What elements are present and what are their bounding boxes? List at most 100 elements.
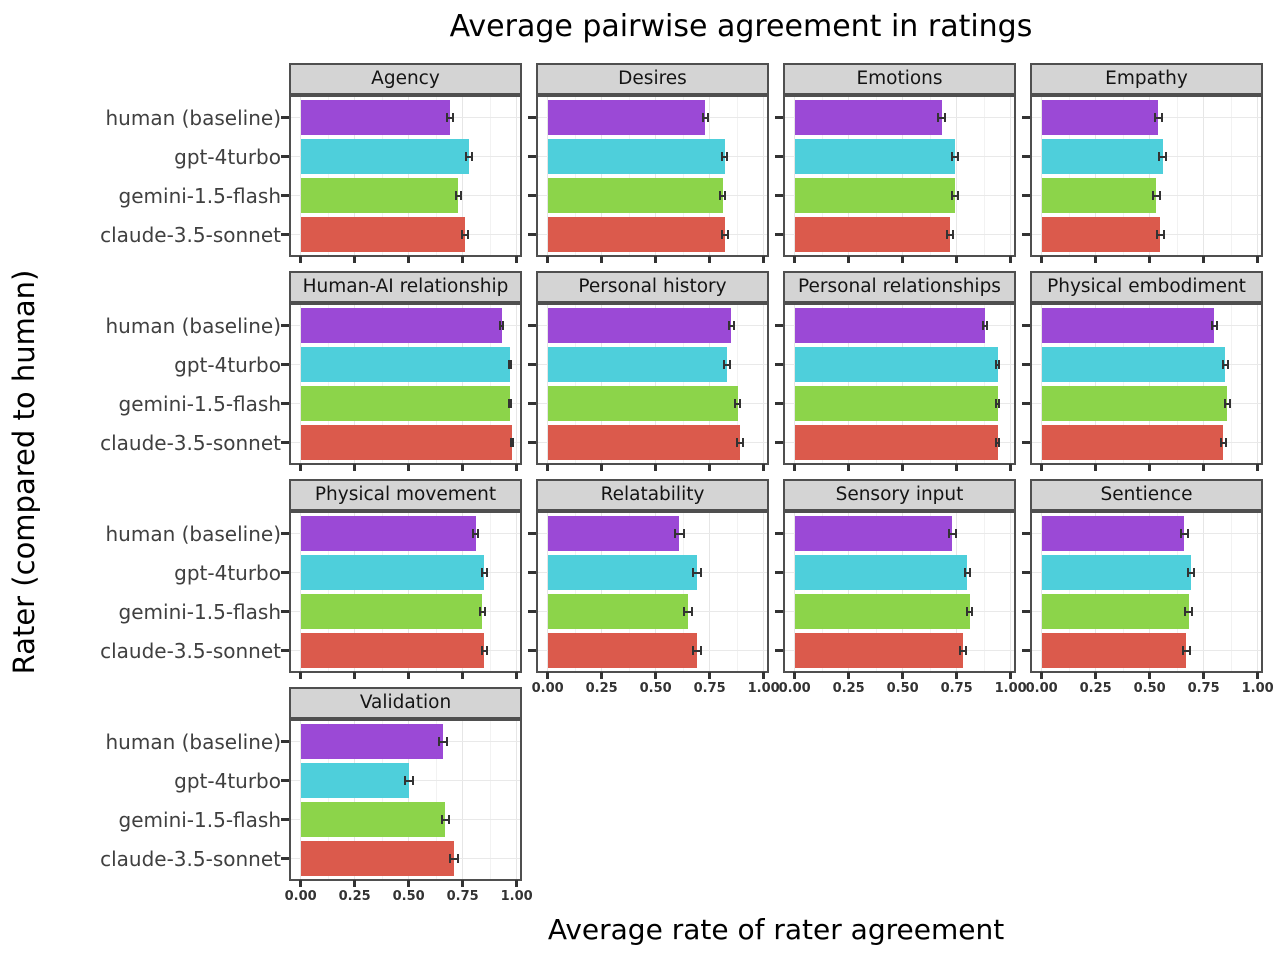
- y-axis-tick: [528, 402, 536, 405]
- x-tick-label: 0.00: [531, 681, 564, 696]
- error-bar: [692, 571, 701, 574]
- gridline-minor: [489, 305, 491, 463]
- x-tick-label: 0.00: [284, 889, 317, 904]
- facet-strip-agency: Agency: [289, 63, 522, 95]
- x-tick-label: 1.00: [500, 889, 533, 904]
- error-bar-cap: [411, 776, 414, 785]
- facet-strip-desires: Desires: [536, 63, 769, 95]
- x-axis-tick: [1040, 256, 1043, 263]
- x-tick-label: 0.00: [1025, 681, 1058, 696]
- error-bar-cap: [1180, 529, 1183, 538]
- gridline-major: [546, 305, 549, 463]
- gridline-minor: [628, 305, 630, 463]
- error-bar-cap: [726, 230, 729, 239]
- error-bar-cap: [508, 360, 511, 369]
- error-bar-cap: [1153, 113, 1156, 122]
- gridline-minor: [327, 97, 329, 255]
- y-axis-tick: [775, 233, 783, 236]
- gridline-major: [1202, 305, 1205, 463]
- y-axis-tick: [281, 571, 289, 574]
- gridline-major: [461, 97, 464, 255]
- error-bar: [466, 155, 472, 158]
- gridline-major: [515, 513, 518, 671]
- error-bar: [719, 194, 726, 197]
- gridline-minor: [682, 513, 684, 671]
- x-axis-tick: [708, 672, 711, 679]
- bar-human-baseline: [547, 100, 706, 135]
- x-axis-tick: [407, 464, 410, 471]
- error-bar-cap: [728, 360, 731, 369]
- bar-claude-3-5-sonnet: [794, 633, 964, 668]
- x-axis-tick: [546, 256, 549, 263]
- gridline-major: [299, 305, 302, 463]
- gridline-major: [1094, 97, 1097, 255]
- x-axis-tick: [1094, 672, 1097, 679]
- gridline-minor: [628, 97, 630, 255]
- gridline-major: [654, 513, 657, 671]
- bar-gemini-1-5-flash: [1041, 386, 1228, 421]
- x-tick-label: 0.50: [1133, 681, 1166, 696]
- gridline-minor: [821, 513, 823, 671]
- error-bar-cap: [690, 607, 693, 616]
- error-bar: [960, 649, 967, 652]
- error-bar-cap: [699, 568, 702, 577]
- x-axis-tick: [901, 464, 904, 471]
- y-axis-tick: [281, 649, 289, 652]
- x-axis-tick: [847, 672, 850, 679]
- facet-strip-validation: Validation: [289, 687, 522, 719]
- y-tick-label-gemini-1-5-flash: gemini-1.5-flash: [118, 391, 281, 416]
- gridline-major: [515, 97, 518, 255]
- bar-gpt-4turbo: [1041, 347, 1226, 382]
- y-axis-tick: [528, 610, 536, 613]
- facet-panel-personal-relationships: [775, 303, 1016, 471]
- error-bar-cap: [739, 399, 742, 408]
- x-axis-tick: [901, 672, 904, 679]
- gridline-major: [708, 305, 711, 463]
- bar-gemini-1-5-flash: [794, 594, 970, 629]
- gridline-minor: [628, 513, 630, 671]
- y-tick-label-claude-3-5-sonnet: claude-3.5-sonnet: [100, 638, 281, 663]
- error-bar-cap: [1224, 438, 1227, 447]
- x-tick-label: 0.50: [639, 681, 672, 696]
- error-bar-cap: [1158, 191, 1161, 200]
- gridline-major: [461, 721, 464, 879]
- y-axis-tick: [1022, 532, 1030, 535]
- gridline-minor: [1122, 97, 1124, 255]
- y-axis-tick: [775, 571, 783, 574]
- x-axis-tick: [353, 880, 356, 887]
- facet-strip-human-ai-relationship: Human-AI relationship: [289, 271, 522, 303]
- x-axis-tick: [546, 464, 549, 471]
- bar-human-baseline: [300, 724, 444, 759]
- error-bar-cap: [952, 230, 955, 239]
- facet-panel-empathy: [1022, 95, 1263, 263]
- gridline-minor: [821, 305, 823, 463]
- gridline-minor: [574, 97, 576, 255]
- facet-panel-physical-movement: [281, 511, 522, 679]
- error-bar-cap: [1182, 646, 1185, 655]
- error-bar-cap: [683, 607, 686, 616]
- error-bar-cap: [502, 321, 505, 330]
- error-bar: [1154, 116, 1162, 119]
- bar-gpt-4turbo: [794, 555, 968, 590]
- y-axis-tick: [281, 402, 289, 405]
- error-bar-cap: [956, 191, 959, 200]
- error-bar: [479, 610, 485, 613]
- gridline-minor: [1230, 513, 1232, 671]
- gridline-minor: [1122, 305, 1124, 463]
- gridline-major: [515, 721, 518, 879]
- gridline-major: [793, 305, 796, 463]
- gridline-major: [1148, 305, 1151, 463]
- error-bar: [1211, 324, 1218, 327]
- gridline-minor: [929, 305, 931, 463]
- x-axis-tick: [1256, 464, 1259, 471]
- error-bar-cap: [1184, 607, 1187, 616]
- y-tick-label-claude-3-5-sonnet: claude-3.5-sonnet: [100, 222, 281, 247]
- y-axis-tick: [1022, 116, 1030, 119]
- gridline-major: [353, 513, 356, 671]
- gridline-minor: [1068, 513, 1070, 671]
- error-bar: [722, 233, 728, 236]
- y-axis-tick: [1022, 402, 1030, 405]
- error-bar-cap: [446, 737, 449, 746]
- y-axis-tick: [281, 818, 289, 821]
- x-axis-tick: [708, 464, 711, 471]
